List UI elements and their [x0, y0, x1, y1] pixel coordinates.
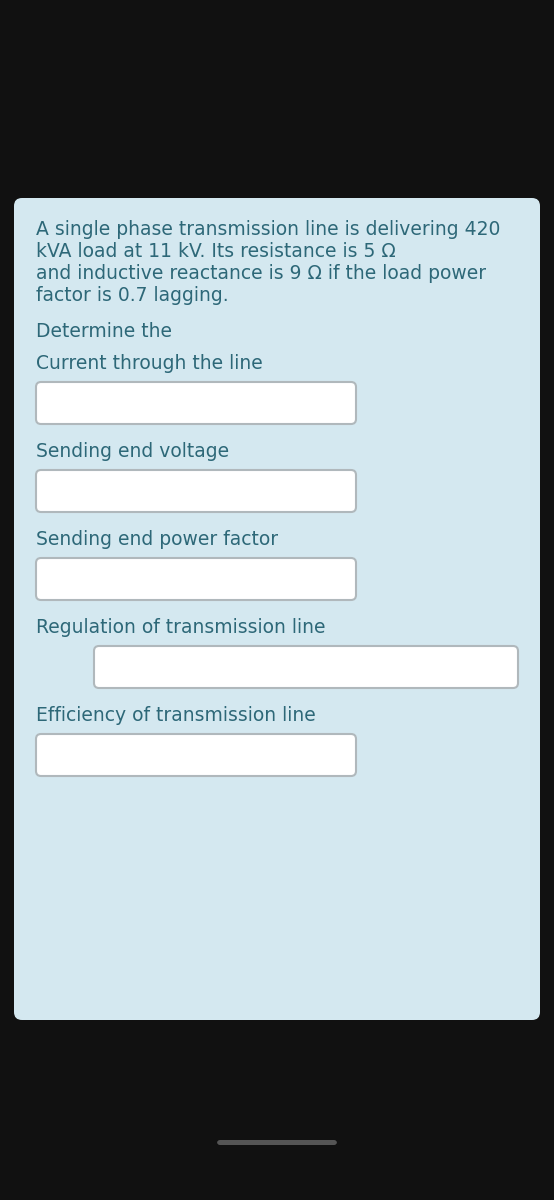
Text: and inductive reactance is 9 Ω if the load power: and inductive reactance is 9 Ω if the lo…: [36, 264, 486, 283]
FancyBboxPatch shape: [36, 470, 356, 512]
Text: Sending end voltage: Sending end voltage: [36, 442, 229, 461]
FancyBboxPatch shape: [36, 382, 356, 424]
Text: kVA load at 11 kV. Its resistance is 5 Ω: kVA load at 11 kV. Its resistance is 5 Ω: [36, 242, 396, 260]
Text: Efficiency of transmission line: Efficiency of transmission line: [36, 706, 316, 725]
Text: factor is 0.7 lagging.: factor is 0.7 lagging.: [36, 286, 229, 305]
FancyBboxPatch shape: [94, 646, 518, 688]
Text: Current through the line: Current through the line: [36, 354, 263, 373]
Text: Determine the: Determine the: [36, 322, 172, 341]
FancyBboxPatch shape: [217, 1140, 337, 1145]
FancyBboxPatch shape: [36, 734, 356, 776]
Text: Sending end power factor: Sending end power factor: [36, 530, 278, 550]
FancyBboxPatch shape: [14, 198, 540, 1020]
FancyBboxPatch shape: [36, 558, 356, 600]
Text: A single phase transmission line is delivering 420: A single phase transmission line is deli…: [36, 220, 500, 239]
Text: Regulation of transmission line: Regulation of transmission line: [36, 618, 326, 637]
